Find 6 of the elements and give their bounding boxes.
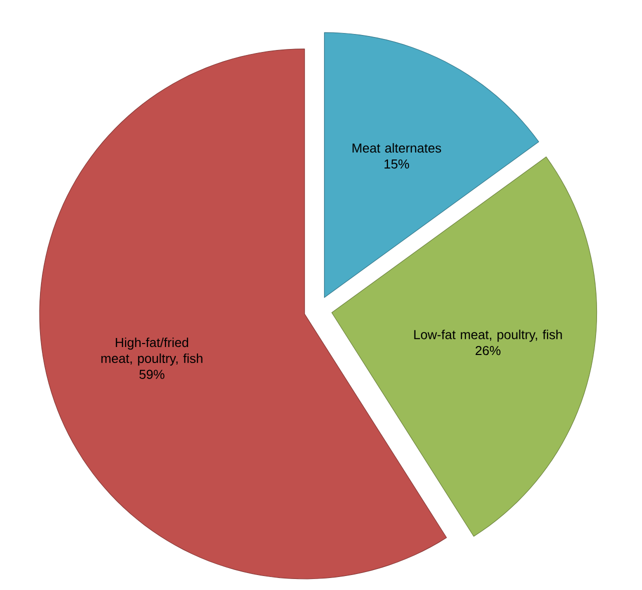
data-label: 15%: [384, 159, 410, 169]
data-label: 59%: [139, 370, 164, 379]
slice-label: Meat alternates: [352, 143, 442, 153]
slice-label: Low-fat meat, poultry, fish: [414, 330, 562, 342]
slice-label: High-fat/fried meat, poultry, fish: [101, 338, 202, 366]
data-label: 26%: [476, 346, 500, 356]
